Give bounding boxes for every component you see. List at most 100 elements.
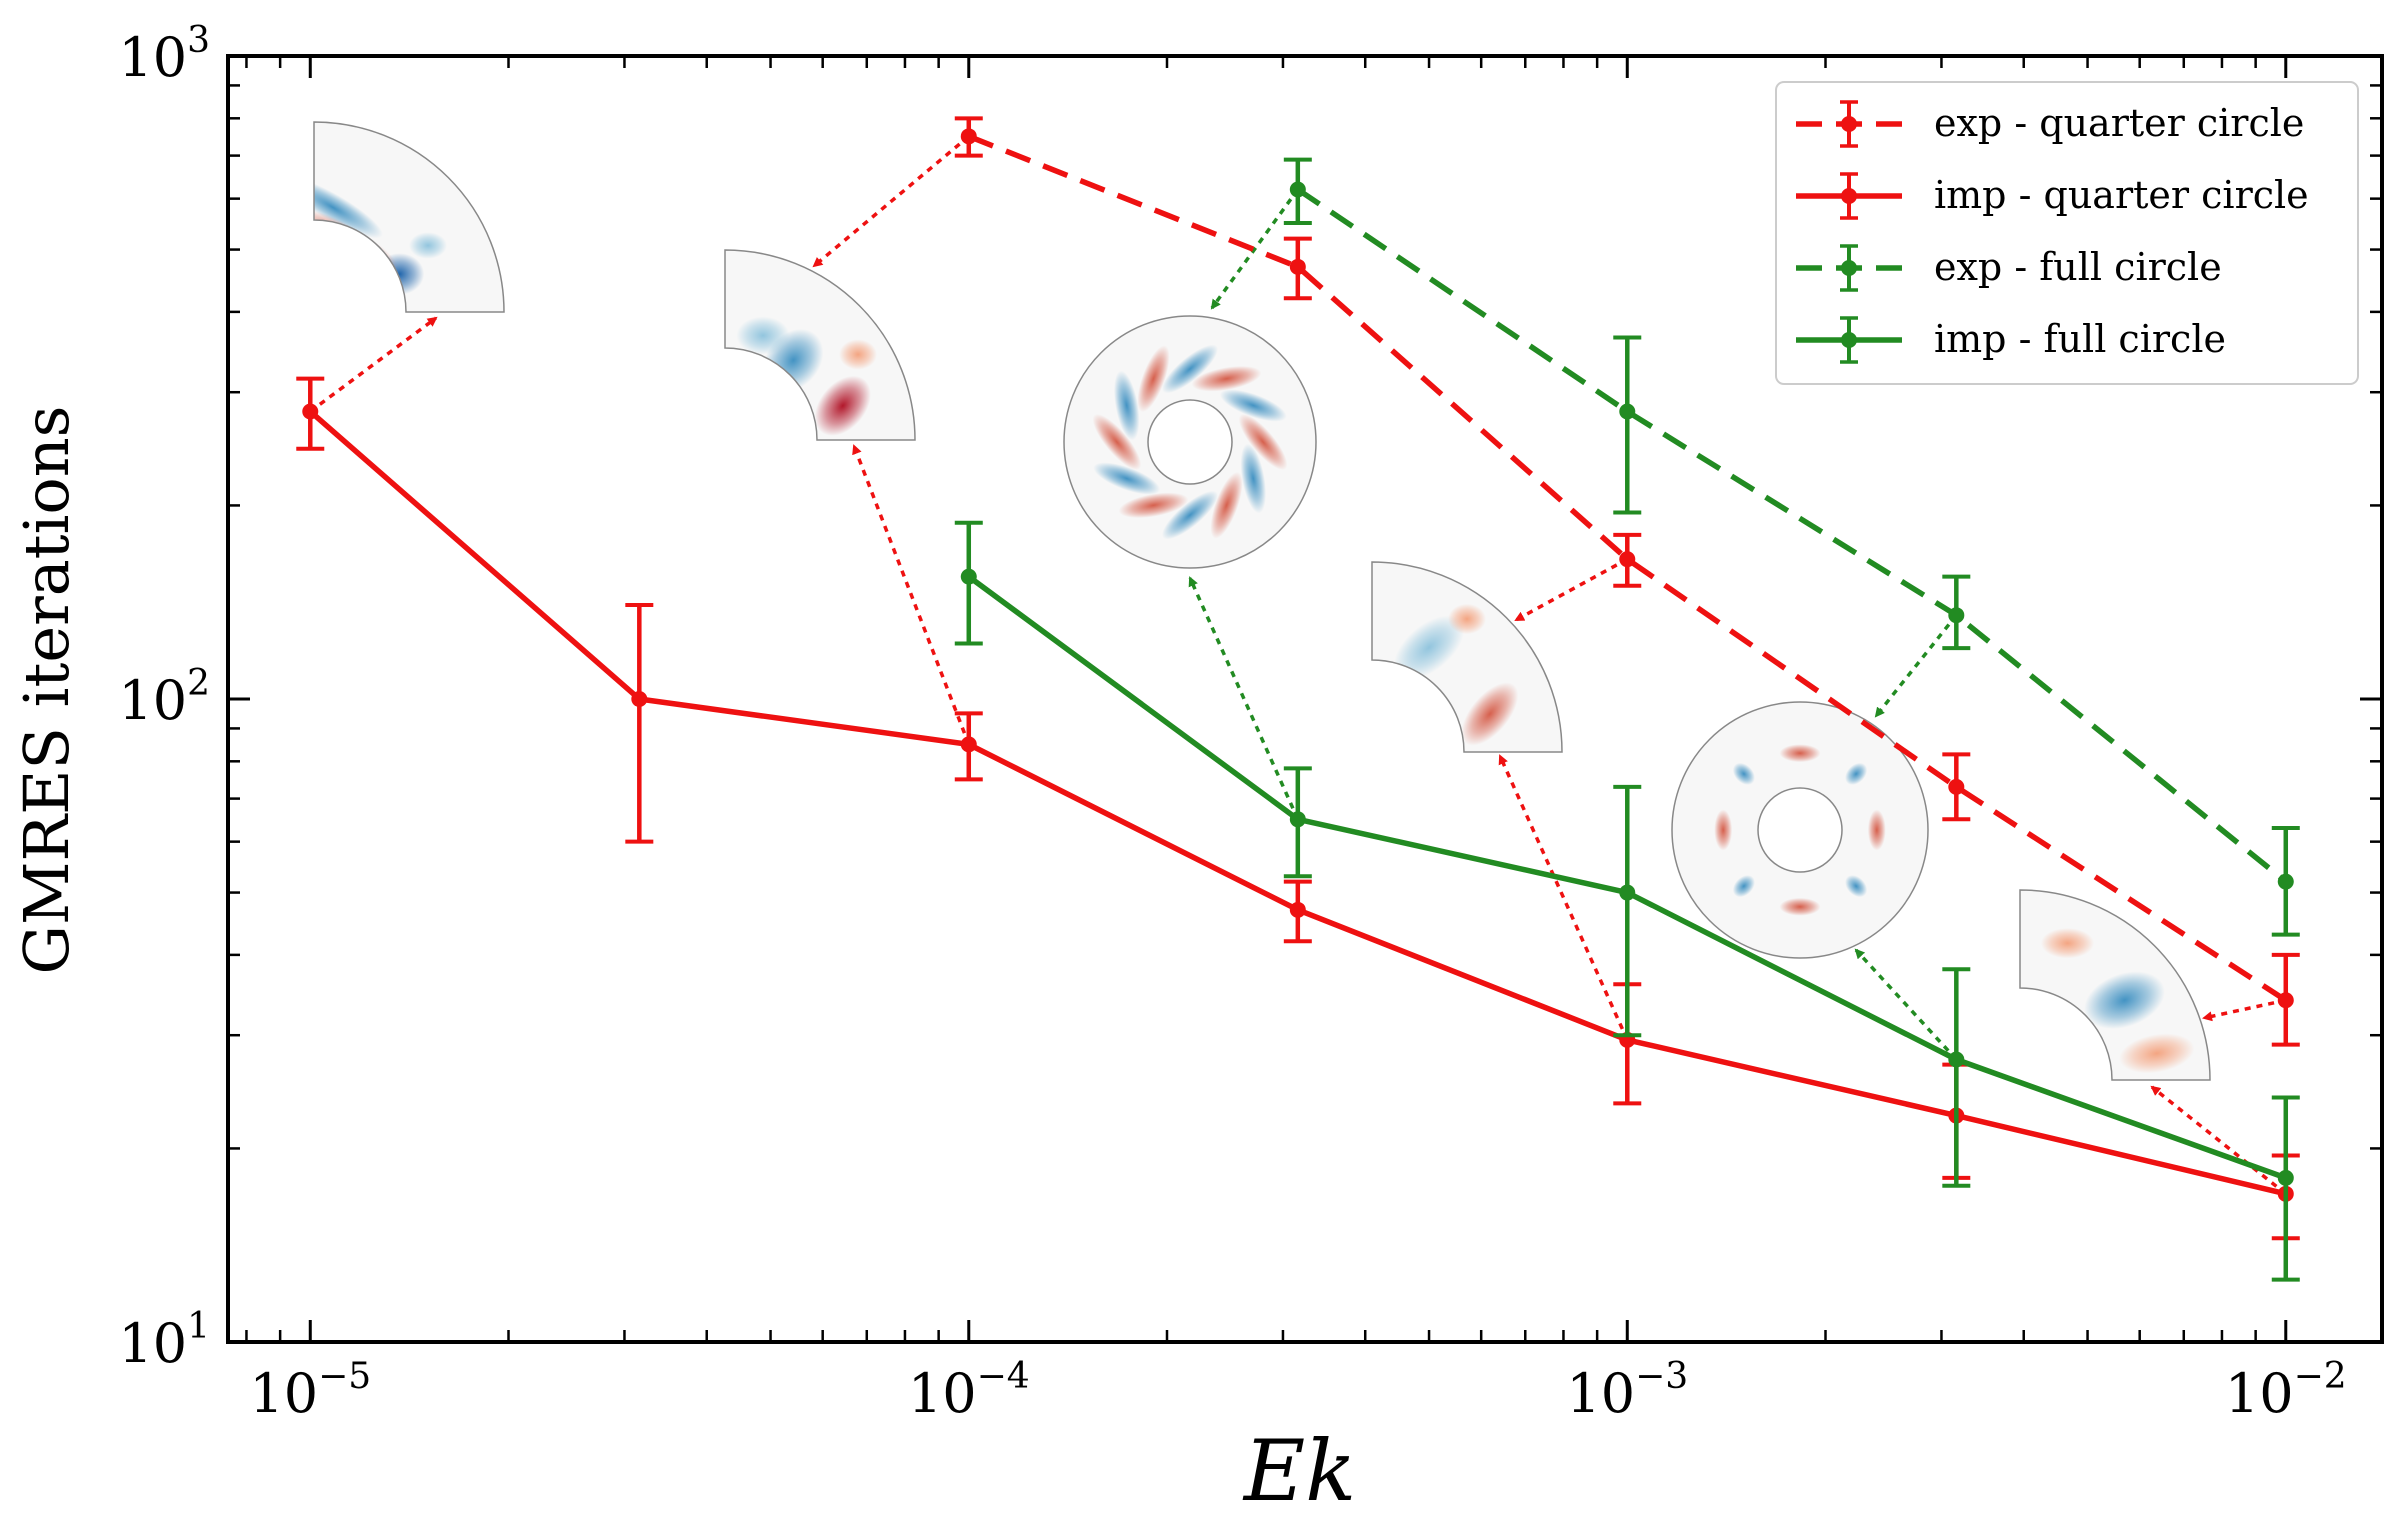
arrow-imp-quarter-1e-4 xyxy=(852,444,971,746)
y-tick-label: 101 xyxy=(118,1306,210,1375)
data-point xyxy=(960,128,977,145)
data-point xyxy=(631,691,648,707)
y-tick-label: 103 xyxy=(118,20,210,89)
mode-blob xyxy=(839,339,877,370)
arrow-imp-quarter-1e-5 xyxy=(309,316,438,413)
data-point xyxy=(1289,181,1306,198)
mode-blob xyxy=(814,375,871,436)
data-point xyxy=(2277,992,2294,1009)
mode-blob xyxy=(1393,615,1465,680)
mode-blob xyxy=(1238,414,1288,470)
legend-entry: exp - quarter circle xyxy=(1796,100,2304,148)
inset-ek3e-4-full-pattern xyxy=(1092,344,1288,540)
inset-ek3e-3-full-outline xyxy=(1671,701,1929,959)
mode-blob xyxy=(2119,1033,2195,1074)
data-point xyxy=(960,568,977,585)
x-tick-label: 10−3 xyxy=(1566,1356,1688,1425)
legend-label: imp - full circle xyxy=(1934,317,2226,361)
inset-ek1e-2-quarter-outline xyxy=(2019,889,2211,1081)
mode-blob xyxy=(1113,370,1140,441)
data-point xyxy=(302,403,319,420)
mode-blob xyxy=(1092,414,1142,470)
mode-blob xyxy=(1210,471,1243,539)
mode-blob xyxy=(2084,971,2165,1029)
inset-ek3e-4-full xyxy=(1063,315,1317,569)
mode-blob xyxy=(1137,345,1170,413)
arrow-exp-quarter-1e-3 xyxy=(1514,557,1629,622)
x-axis-label: Ek xyxy=(1242,1422,1356,1520)
data-point xyxy=(1948,1051,1965,1068)
data-point xyxy=(1619,884,1636,901)
y-axis-label: GMRES iterations xyxy=(10,406,83,975)
mode-blob xyxy=(409,232,447,259)
mode-blob xyxy=(1867,809,1886,851)
mode-blob xyxy=(736,316,790,355)
legend-marker xyxy=(1841,116,1857,132)
mode-blob xyxy=(1118,492,1189,519)
mode-insets xyxy=(313,121,2211,1081)
inset-ek1e-4-quarter xyxy=(724,249,916,441)
series-line xyxy=(967,133,2288,1003)
x-tick-label: 10−5 xyxy=(249,1356,371,1425)
arrow-exp-full-3e-4 xyxy=(1210,188,1300,310)
data-point xyxy=(2277,873,2294,890)
arrow-imp-quarter-1e-3 xyxy=(1498,754,1629,1041)
x-tick-label: 10−2 xyxy=(2225,1356,2347,1425)
data-point xyxy=(1619,551,1636,568)
arrow-imp-quarter-1e-2 xyxy=(2150,1085,2287,1196)
legend-marker xyxy=(1841,260,1857,276)
legend-marker xyxy=(1841,188,1857,204)
arrow-exp-quarter-1e-4 xyxy=(812,134,970,268)
inset-ek3e-3-full-pattern xyxy=(1714,744,1886,916)
series-0 xyxy=(954,116,2300,1047)
legend-entry: exp - full circle xyxy=(1796,244,2222,292)
data-point xyxy=(1289,901,1306,918)
annotation-arrows xyxy=(309,134,2287,1196)
mode-blob xyxy=(1845,762,1868,785)
y-tick-label: 102 xyxy=(118,663,210,732)
arrow-imp-full-3e-4 xyxy=(1188,576,1300,821)
arrow-exp-quarter-1e-2 xyxy=(2202,998,2287,1022)
legend-box xyxy=(1775,81,2359,385)
mode-blob xyxy=(2040,928,2095,959)
inset-ek1e-3-quarter xyxy=(1371,561,1563,753)
inset-ek1e-3-quarter-outline xyxy=(1371,561,1563,753)
arrow-exp-full-3e-3 xyxy=(1874,614,1958,718)
mode-blob xyxy=(374,253,425,295)
data-point xyxy=(1289,258,1306,275)
series-layer xyxy=(296,116,2300,1282)
mode-blob xyxy=(1461,682,1519,746)
mode-blob xyxy=(1448,603,1486,635)
inset-ek1e-4-quarter-pattern xyxy=(736,316,877,436)
inset-ek1e-2-quarter xyxy=(2019,889,2211,1081)
mode-blob xyxy=(1779,744,1821,763)
mode-blob xyxy=(314,176,383,239)
mode-blob xyxy=(1732,875,1755,898)
series-2 xyxy=(1283,157,2300,937)
legend-label: imp - quarter circle xyxy=(1934,173,2309,217)
data-point xyxy=(2277,1169,2294,1186)
data-point xyxy=(1948,778,1965,795)
inset-ek1e-5-quarter-outline xyxy=(313,121,505,313)
legend-label: exp - full circle xyxy=(1934,245,2222,289)
inset-ek1e-5-quarter xyxy=(313,121,505,313)
inset-ek3e-4-full-background xyxy=(1064,316,1316,568)
inset-ek1e-3-quarter-pattern xyxy=(1393,603,1519,746)
data-point xyxy=(1289,811,1306,828)
inset-ek3e-3-full xyxy=(1671,701,1929,959)
legend-marker xyxy=(1841,332,1857,348)
inset-ek1e-5-quarter-background xyxy=(314,122,504,312)
arrow-imp-full-3e-3 xyxy=(1854,948,1958,1061)
legend-entry: imp - full circle xyxy=(1796,316,2226,364)
mode-blob xyxy=(1714,809,1733,851)
mode-blob xyxy=(1162,490,1218,540)
inset-ek1e-4-quarter-outline xyxy=(724,249,916,441)
mode-blob xyxy=(1191,365,1262,392)
data-point xyxy=(960,736,977,753)
series-3 xyxy=(954,520,2300,1282)
data-point xyxy=(1619,403,1636,420)
mode-blob xyxy=(1219,389,1287,422)
mode-blob xyxy=(1779,897,1821,916)
inset-ek3e-3-full-background xyxy=(1672,702,1928,958)
